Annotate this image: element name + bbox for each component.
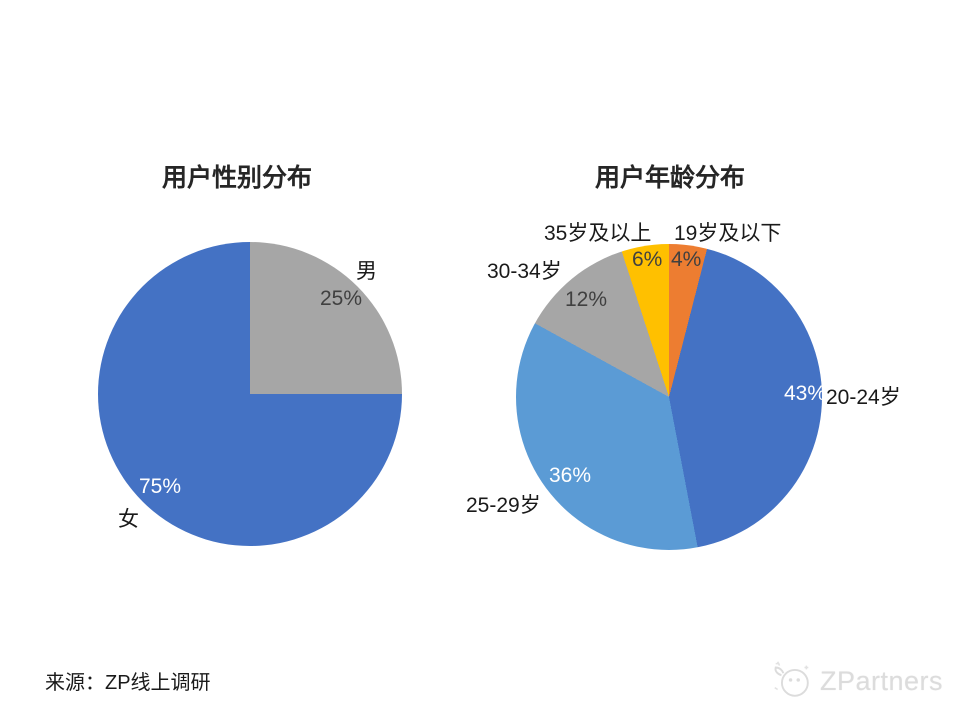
gender-pie-chart — [98, 242, 402, 546]
age-value-35plus: 6% — [632, 248, 663, 271]
age-chart-title: 用户年龄分布 — [594, 164, 746, 192]
age-label-35plus: 35岁及以上 — [544, 222, 652, 245]
age-value-30-34: 12% — [565, 288, 608, 311]
source-text: 来源：ZP线上调研 — [45, 672, 211, 694]
age-label-20-24: 20-24岁 — [826, 386, 901, 409]
age-value-under19: 4% — [671, 248, 702, 271]
age-label-25-29: 25-29岁 — [466, 494, 541, 517]
age-label-30-34: 30-34岁 — [487, 260, 562, 283]
zpartners-brand-text: ZPartners — [820, 666, 944, 696]
age-value-20-24: 43% — [784, 382, 827, 405]
gender-value-female: 75% — [139, 475, 182, 498]
zpartners-watermark: ZPartners — [768, 656, 943, 707]
gender-chart-title: 用户性别分布 — [161, 164, 313, 192]
gender-label-male: 男 — [356, 260, 377, 283]
gender-value-male: 25% — [320, 287, 363, 310]
gender-label-female: 女 — [118, 508, 139, 531]
zpartners-mascot-icon — [768, 656, 816, 707]
age-label-under19: 19岁及以下 — [674, 222, 782, 245]
age-value-25-29: 36% — [549, 464, 592, 487]
age-pie-chart — [516, 244, 822, 550]
